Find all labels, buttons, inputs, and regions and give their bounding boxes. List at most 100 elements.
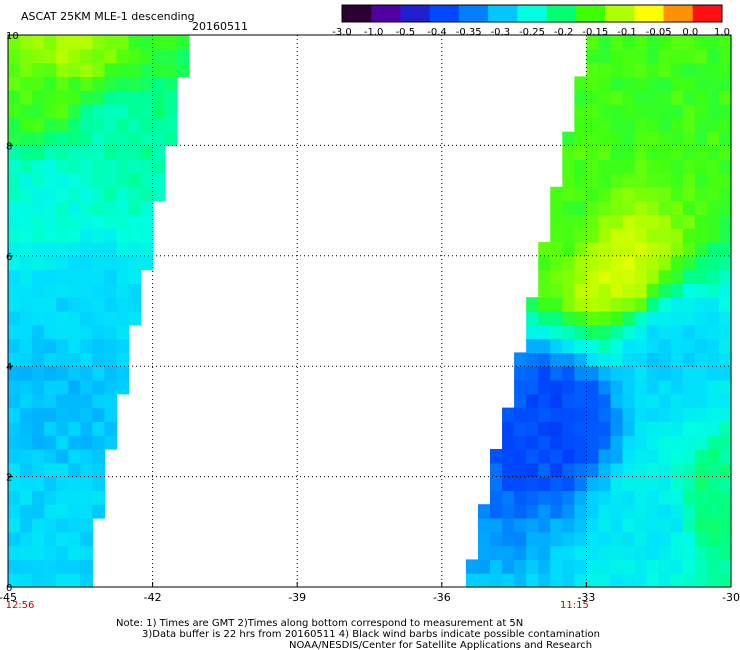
heatmap-cell bbox=[128, 311, 142, 326]
heatmap-cell bbox=[658, 159, 672, 174]
heatmap-cell bbox=[92, 62, 105, 77]
heatmap-cell bbox=[104, 90, 118, 105]
heatmap-cell bbox=[92, 131, 105, 146]
heatmap-cell bbox=[20, 159, 33, 174]
heatmap-cell bbox=[526, 366, 539, 381]
heatmap-cell bbox=[44, 435, 57, 450]
heatmap-cell bbox=[140, 76, 154, 91]
heatmap-cell bbox=[80, 297, 93, 312]
heatmap-cell bbox=[646, 504, 660, 519]
heatmap-cell bbox=[32, 407, 45, 422]
heatmap-cell bbox=[718, 228, 732, 243]
heatmap-cell bbox=[634, 269, 648, 284]
heatmap-cell bbox=[176, 48, 190, 64]
heatmap-cell bbox=[562, 283, 575, 298]
heatmap-cell bbox=[44, 545, 57, 560]
heatmap-cell bbox=[646, 200, 660, 215]
heatmap-cell bbox=[8, 200, 21, 215]
heatmap-cell bbox=[514, 462, 527, 478]
heatmap-cell bbox=[44, 283, 57, 298]
heatmap-cell bbox=[562, 228, 575, 243]
heatmap-cell bbox=[622, 90, 636, 105]
heatmap-cell bbox=[32, 173, 45, 188]
heatmap-cell bbox=[32, 297, 45, 312]
heatmap-cell bbox=[706, 90, 720, 105]
heatmap-cell bbox=[116, 90, 130, 105]
chart-title: ASCAT 25KM MLE-1 descending bbox=[21, 10, 195, 23]
heatmap-cell bbox=[128, 131, 142, 146]
heatmap-cell bbox=[128, 35, 142, 50]
heatmap-cell bbox=[140, 159, 154, 174]
heatmap-cell bbox=[706, 283, 720, 298]
heatmap-cell bbox=[104, 104, 118, 119]
heatmap-cell bbox=[20, 228, 33, 243]
heatmap-cell bbox=[514, 559, 527, 574]
heatmap-cell bbox=[68, 380, 81, 395]
heatmap-cell bbox=[526, 407, 539, 422]
heatmap-cell bbox=[706, 242, 720, 257]
heatmap-cell bbox=[56, 104, 69, 119]
heatmap-cell bbox=[68, 531, 81, 547]
heatmap-cell bbox=[80, 504, 93, 519]
heatmap-cell bbox=[477, 559, 491, 574]
heatmap-cell bbox=[32, 283, 45, 298]
heatmap-cell bbox=[718, 117, 732, 133]
heatmap-cell bbox=[634, 504, 648, 519]
heatmap-cell bbox=[622, 504, 636, 519]
colorbar-label: -0.35 bbox=[456, 27, 482, 38]
heatmap-cell bbox=[20, 504, 33, 519]
heatmap-cell bbox=[682, 352, 696, 367]
heatmap-cell bbox=[718, 324, 732, 340]
heatmap-cell bbox=[538, 380, 551, 395]
heatmap-cell bbox=[622, 352, 636, 367]
heatmap-cell bbox=[622, 159, 636, 174]
heatmap-cell bbox=[682, 462, 696, 478]
heatmap-cell bbox=[622, 76, 636, 91]
heatmap-cell bbox=[128, 173, 142, 188]
heatmap-cell bbox=[682, 545, 696, 560]
heatmap-cell bbox=[92, 76, 105, 91]
heatmap-cell bbox=[152, 131, 166, 146]
heatmap-cell bbox=[598, 462, 612, 478]
heatmap-cell bbox=[80, 380, 93, 395]
heatmap-cell bbox=[622, 269, 636, 284]
heatmap-cell bbox=[104, 186, 118, 202]
heatmap-cell bbox=[682, 324, 696, 340]
heatmap-cell bbox=[526, 380, 539, 395]
heatmap-cell bbox=[586, 531, 600, 547]
colorbar-swatch bbox=[575, 5, 606, 22]
heatmap-cell bbox=[562, 352, 575, 367]
heatmap-cell bbox=[646, 145, 660, 160]
heatmap-cell bbox=[574, 283, 587, 298]
heatmap-cell bbox=[718, 504, 732, 519]
heatmap-cell bbox=[550, 435, 563, 450]
colorbar-swatch bbox=[400, 5, 431, 22]
heatmap-cell bbox=[706, 104, 720, 119]
heatmap-cell bbox=[104, 421, 118, 436]
heatmap-cell bbox=[610, 366, 624, 381]
heatmap-cell bbox=[8, 559, 21, 574]
heatmap-cell bbox=[718, 214, 732, 229]
heatmap-cell bbox=[104, 324, 118, 340]
heatmap-cell bbox=[718, 393, 732, 409]
heatmap-cell bbox=[598, 352, 612, 367]
heatmap-cell bbox=[646, 573, 660, 588]
heatmap-cell bbox=[718, 545, 732, 560]
heatmap-cell bbox=[682, 228, 696, 243]
heatmap-cell bbox=[538, 490, 551, 505]
heatmap-cell bbox=[598, 407, 612, 422]
heatmap-cell bbox=[44, 76, 57, 91]
heatmap-cell bbox=[8, 35, 21, 50]
heatmap-cell bbox=[68, 504, 81, 519]
heatmap-cell bbox=[514, 380, 527, 395]
heatmap-cell bbox=[706, 504, 720, 519]
heatmap-cell bbox=[32, 449, 45, 464]
heatmap-cell bbox=[477, 531, 491, 547]
heatmap-cell bbox=[20, 117, 33, 133]
heatmap-cell bbox=[502, 531, 515, 547]
heatmap-cell bbox=[574, 518, 587, 533]
heatmap-cell bbox=[610, 214, 624, 229]
heatmap-cell bbox=[526, 435, 539, 450]
heatmap-cell bbox=[598, 186, 612, 202]
heatmap-cell bbox=[718, 131, 732, 146]
